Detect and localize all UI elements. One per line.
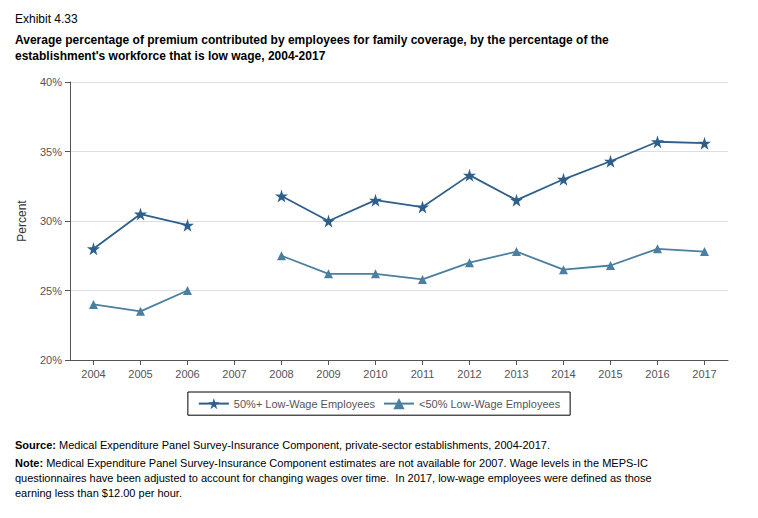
- svg-text:Note:: Note:: [15, 457, 43, 469]
- svg-text:2017: 2017: [692, 368, 716, 380]
- svg-text:2015: 2015: [598, 368, 622, 380]
- svg-text:2004: 2004: [81, 368, 105, 380]
- svg-text:2008: 2008: [269, 368, 293, 380]
- svg-text:25%: 25%: [40, 285, 62, 297]
- svg-text:Percent: Percent: [15, 200, 29, 242]
- svg-text:2016: 2016: [645, 368, 669, 380]
- svg-text:questionnaires have been adjus: questionnaires have been adjusted to acc…: [15, 472, 652, 484]
- svg-text:50%+ Low-Wage Employees: 50%+ Low-Wage Employees: [234, 398, 376, 410]
- svg-text:establishment's workforce that: establishment's workforce that is low wa…: [15, 49, 326, 63]
- svg-text:<50% Low-Wage Employees: <50% Low-Wage Employees: [419, 398, 561, 410]
- svg-text:2011: 2011: [411, 368, 435, 380]
- svg-text:Exhibit 4.33: Exhibit 4.33: [15, 12, 78, 26]
- svg-text:40%: 40%: [40, 76, 62, 88]
- svg-text:Medical Expenditure Panel Surv: Medical Expenditure Panel Survey-Insuran…: [43, 457, 648, 469]
- svg-text:2006: 2006: [175, 368, 199, 380]
- svg-text:2013: 2013: [504, 368, 528, 380]
- svg-text:2012: 2012: [457, 368, 481, 380]
- svg-text:2014: 2014: [551, 368, 575, 380]
- svg-text:2007: 2007: [222, 368, 246, 380]
- svg-text:Source:: Source:: [15, 439, 56, 451]
- svg-text:2009: 2009: [316, 368, 340, 380]
- svg-text:Medical Expenditure Panel Surv: Medical Expenditure Panel Survey-Insuran…: [56, 439, 550, 451]
- svg-text:30%: 30%: [40, 215, 62, 227]
- svg-text:earning less than $12.00 per h: earning less than $12.00 per hour.: [15, 487, 182, 499]
- svg-text:2005: 2005: [128, 368, 152, 380]
- svg-text:35%: 35%: [40, 146, 62, 158]
- svg-text:Average percentage of premium: Average percentage of premium contribute…: [15, 33, 609, 47]
- svg-text:2010: 2010: [363, 368, 387, 380]
- svg-text:20%: 20%: [40, 354, 62, 366]
